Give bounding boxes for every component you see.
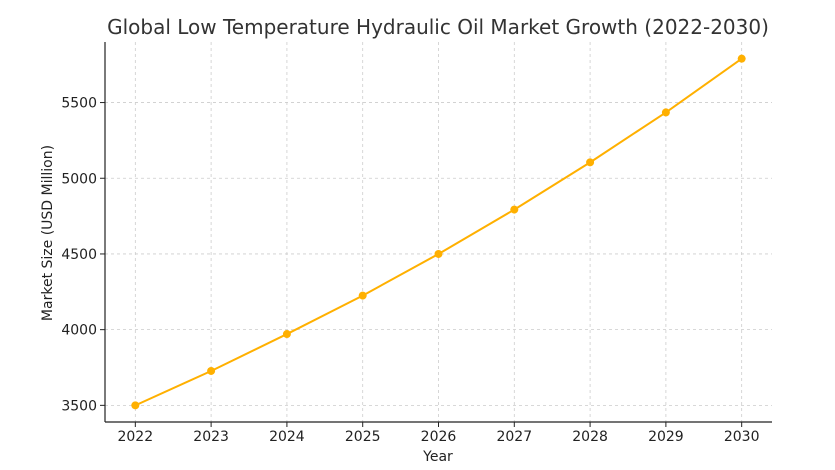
x-tick-label: 2030 (724, 429, 760, 445)
data-point (282, 330, 291, 339)
data-point (207, 366, 216, 375)
series-layer (131, 54, 746, 410)
x-tick-label: 2025 (345, 429, 381, 445)
x-axis-label: Year (422, 449, 453, 465)
axes (100, 42, 772, 427)
tick-labels: 2022 2023 2024 2025 2026 2027 2028 2029 2030 3500… (61, 96, 759, 445)
y-axis-label: Market Size (USD Million) (40, 145, 56, 321)
data-point (358, 291, 367, 300)
data-point (737, 54, 746, 63)
data-point (661, 108, 670, 117)
x-tick-label: 2023 (193, 429, 229, 445)
x-tick-label: 2022 (117, 429, 153, 445)
y-tick-label: 4500 (61, 247, 97, 263)
x-tick-label: 2026 (421, 429, 457, 445)
y-tick-label: 5000 (61, 171, 97, 187)
x-tick-label: 2024 (269, 429, 305, 445)
y-tick-label: 4000 (61, 323, 97, 339)
chart-title: Global Low Temperature Hydraulic Oil Mar… (107, 15, 769, 39)
data-point (131, 401, 140, 410)
x-tick-label: 2028 (572, 429, 608, 445)
y-tick-label: 3500 (61, 398, 97, 414)
data-point (434, 249, 443, 258)
x-tick-label: 2027 (496, 429, 532, 445)
y-tick-label: 5500 (61, 96, 97, 112)
x-tick-label: 2029 (648, 429, 684, 445)
data-point (510, 205, 519, 214)
data-point (586, 158, 595, 167)
grid (105, 42, 772, 422)
